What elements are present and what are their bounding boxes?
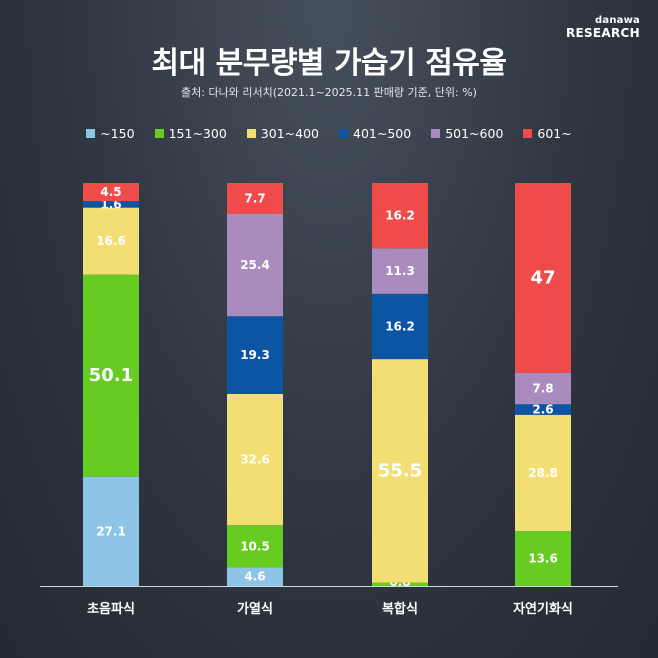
data-label: 13.6 bbox=[528, 552, 558, 566]
legend-label: 501~600 bbox=[445, 126, 504, 141]
legend-swatch bbox=[431, 129, 441, 138]
category-label: 자연기화식 bbox=[513, 602, 573, 617]
bar-segment bbox=[372, 582, 428, 586]
brand-logo: danawa RESEARCH bbox=[565, 15, 640, 40]
bar-segment bbox=[372, 359, 428, 583]
data-label: 28.8 bbox=[528, 466, 558, 480]
bar-segment bbox=[372, 293, 428, 360]
data-label: 27.1 bbox=[96, 524, 126, 538]
data-label: 55.5 bbox=[378, 460, 422, 481]
bar-segment bbox=[83, 476, 139, 586]
bar-segment bbox=[83, 183, 139, 202]
chart-source: 출처: 다나와 리서치(2021.1~2025.11 판매량 기준, 단위: %… bbox=[181, 86, 477, 99]
data-label: 32.6 bbox=[240, 453, 270, 467]
bar-segment bbox=[372, 248, 428, 294]
bar-segment bbox=[227, 214, 283, 317]
data-label: 25.4 bbox=[240, 258, 270, 272]
legend-item: 401~500 bbox=[339, 126, 411, 141]
legend-swatch bbox=[154, 129, 164, 138]
legend-swatch bbox=[339, 129, 348, 138]
bar-segment bbox=[83, 201, 139, 208]
data-label: 16.2 bbox=[385, 319, 415, 333]
bar-segment bbox=[372, 183, 428, 249]
bar-segment bbox=[515, 372, 571, 405]
legend-label: 301~400 bbox=[260, 126, 319, 141]
data-label: 19.3 bbox=[240, 348, 270, 362]
data-label: 11.3 bbox=[385, 264, 415, 278]
legend-item: 301~400 bbox=[246, 126, 319, 141]
category-label: 초음파식 bbox=[87, 602, 135, 617]
legend-label: ~150 bbox=[100, 126, 135, 141]
legend: ~150 151~300 301~400 401~500 501~600 601~ bbox=[0, 126, 658, 141]
legend-item: 151~300 bbox=[154, 126, 227, 141]
data-label: 2.6 bbox=[532, 403, 553, 417]
bar-segment bbox=[227, 525, 283, 568]
bar-segment bbox=[227, 183, 283, 214]
data-label: 16.6 bbox=[96, 234, 126, 248]
data-label: 4.6 bbox=[244, 570, 265, 584]
legend-item: 601~ bbox=[523, 126, 572, 141]
legend-item: 501~600 bbox=[431, 126, 503, 141]
legend-item: ~150 bbox=[86, 126, 135, 141]
data-label: 4.5 bbox=[100, 185, 121, 199]
category-label: 복합식 bbox=[382, 602, 418, 617]
bar-segment bbox=[515, 414, 571, 532]
legend-swatch bbox=[86, 129, 96, 138]
category-label: 가열식 bbox=[237, 602, 273, 617]
legend-swatch bbox=[523, 129, 533, 138]
data-label: 7.8 bbox=[532, 382, 553, 396]
data-label: 7.7 bbox=[244, 192, 265, 206]
bar-segment bbox=[227, 567, 283, 586]
bar-segment bbox=[515, 404, 571, 415]
legend-label: 601~ bbox=[537, 126, 572, 141]
bar-segment bbox=[83, 274, 139, 477]
data-label: 47 bbox=[530, 267, 555, 288]
data-label: 16.2 bbox=[385, 209, 415, 223]
legend-label: 151~300 bbox=[168, 126, 227, 141]
legend-swatch bbox=[246, 129, 256, 138]
bar-segment bbox=[515, 183, 571, 373]
chart-title: 최대 분무량별 가습기 점유율 bbox=[151, 46, 507, 81]
data-label: 10.5 bbox=[240, 539, 270, 553]
legend-label: 401~500 bbox=[353, 126, 412, 141]
bar-segment bbox=[83, 207, 139, 275]
data-label: 50.1 bbox=[89, 365, 133, 386]
brand-line1: danawa bbox=[595, 15, 640, 26]
bar-segment bbox=[227, 316, 283, 394]
bar-segment bbox=[227, 393, 283, 526]
brand-line2: RESEARCH bbox=[565, 26, 640, 40]
bar-segment bbox=[515, 531, 571, 586]
